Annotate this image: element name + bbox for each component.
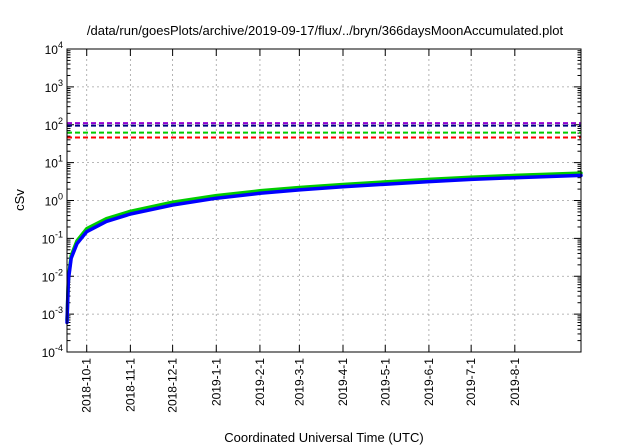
- y-tick-label: 101: [45, 154, 63, 171]
- y-axis-label: cSv: [12, 189, 27, 211]
- plot-frame: [66, 48, 582, 353]
- x-tick-label: 2019-7-1: [464, 358, 478, 406]
- y-tick-label: 10-3: [42, 305, 63, 322]
- reference-lines: [67, 122, 581, 139]
- y-axis-ticks: 10-4 10-3 10-2 10-1 100 101 102 103 104: [42, 40, 581, 360]
- y-tick-label: 10-2: [42, 267, 63, 284]
- x-tick-label: 2019-2-1: [253, 358, 267, 406]
- gridlines: [67, 49, 581, 352]
- x-tick-label: 2018-10-1: [80, 358, 94, 413]
- x-tick-label: 2019-3-1: [292, 358, 306, 406]
- y-tick-label: 102: [45, 116, 63, 133]
- x-tick-label: 2019-5-1: [378, 358, 392, 406]
- series-line-2: [65, 173, 583, 325]
- series-lines: [65, 171, 583, 325]
- x-axis-ticks: 2018-10-1 2018-11-1 2018-12-1 2019-1-1 2019-…: [80, 49, 522, 413]
- y-tick-label: 100: [45, 192, 63, 209]
- chart-title: /data/run/goesPlots/archive/2019-09-17/f…: [87, 23, 564, 38]
- x-tick-label: 2019-4-1: [336, 358, 350, 406]
- x-tick-label: 2019-6-1: [422, 358, 436, 406]
- x-tick-label: 2019-8-1: [508, 358, 522, 406]
- y-tick-label: 10-4: [42, 343, 63, 360]
- x-axis-label: Coordinated Universal Time (UTC): [224, 430, 423, 445]
- y-tick-label: 103: [45, 78, 63, 95]
- series-line-1: [65, 171, 583, 322]
- y-tick-label: 10-1: [42, 229, 63, 246]
- x-tick-label: 2018-12-1: [166, 358, 180, 413]
- x-tick-label: 2019-1-1: [209, 358, 223, 406]
- y-tick-label: 104: [45, 40, 63, 57]
- x-tick-label: 2018-11-1: [123, 358, 137, 412]
